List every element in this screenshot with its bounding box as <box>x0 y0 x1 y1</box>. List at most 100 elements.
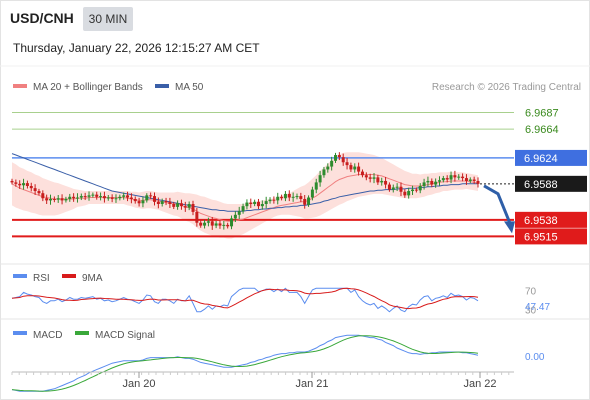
candle <box>79 196 83 198</box>
candle <box>10 180 14 183</box>
rsi-legend-label: RSI <box>33 273 50 284</box>
ma50-legend-label: MA 50 <box>175 82 204 93</box>
candle <box>391 187 395 190</box>
candle <box>145 195 149 201</box>
candle <box>210 221 214 226</box>
candle <box>99 196 103 198</box>
candle <box>45 198 49 201</box>
candle <box>299 196 303 199</box>
candle <box>187 204 191 208</box>
candle <box>237 211 241 215</box>
candle <box>399 186 403 192</box>
candle <box>141 200 145 204</box>
candle <box>403 191 407 196</box>
candle <box>195 211 199 223</box>
candle <box>68 196 72 199</box>
candle <box>64 198 68 201</box>
candle <box>407 191 411 196</box>
candle <box>360 171 364 176</box>
candle <box>91 194 95 196</box>
candle <box>353 166 357 170</box>
candle <box>114 198 118 200</box>
macd-legend-swatch <box>13 331 27 335</box>
candle <box>437 180 441 182</box>
candle <box>199 222 203 226</box>
candle <box>176 203 180 207</box>
candle <box>149 195 153 197</box>
candle <box>83 196 87 198</box>
macd-legend-label: MACD <box>33 330 62 341</box>
candle <box>461 176 465 179</box>
candle <box>411 189 415 192</box>
forecast-arrow-head <box>504 221 515 234</box>
rsi-current-label: 47.47 <box>525 302 550 313</box>
candle <box>249 202 253 204</box>
interval-button[interactable]: 30 MIN <box>83 7 133 31</box>
candle <box>380 180 384 183</box>
candle <box>449 175 453 180</box>
x-axis-label: Jan 21 <box>295 378 328 390</box>
ma50-legend-swatch <box>155 84 169 88</box>
candle <box>218 223 222 226</box>
candle <box>422 182 426 186</box>
candle <box>268 199 272 202</box>
x-axis: Jan 20 Jan 21 Jan 22 <box>11 371 514 390</box>
candle <box>376 177 380 183</box>
candle <box>95 194 99 197</box>
candle <box>457 176 461 178</box>
target-level-label: 6.9664 <box>525 124 559 136</box>
bollinger-band <box>12 152 478 239</box>
candle <box>172 204 176 207</box>
last-price-box <box>515 175 587 192</box>
candle <box>14 182 18 184</box>
candle <box>33 188 37 192</box>
credit-label: Research © 2026 Trading Central <box>432 82 581 93</box>
candle <box>434 181 438 185</box>
rsi-ma-legend-swatch <box>62 274 76 278</box>
candle <box>106 197 110 199</box>
candle <box>326 166 330 170</box>
candle <box>464 178 468 181</box>
candle <box>230 218 234 227</box>
candle <box>122 195 126 197</box>
candle <box>295 196 299 198</box>
candle <box>414 189 418 191</box>
level-label-box <box>515 211 587 228</box>
candle <box>179 203 183 207</box>
candle <box>168 201 172 204</box>
x-axis-label: Jan 22 <box>463 378 496 390</box>
macd-zero-label: 0.00 <box>525 352 545 363</box>
support-level-label: 6.9515 <box>524 231 558 243</box>
candle <box>160 201 164 204</box>
datetime-label: Thursday, January 22, 2026 12:15:27 AM C… <box>13 41 260 55</box>
support-level-label: 6.9538 <box>524 215 558 227</box>
candle <box>60 198 64 201</box>
candle <box>152 196 156 202</box>
candle <box>129 197 133 199</box>
candle <box>49 198 53 201</box>
candle <box>368 177 372 179</box>
candle <box>87 195 91 197</box>
forecast-arrow <box>483 184 512 224</box>
candle <box>52 198 56 200</box>
candle <box>18 183 22 186</box>
candle <box>118 196 122 199</box>
candle <box>357 166 361 172</box>
candle <box>453 175 457 178</box>
candle <box>291 196 295 198</box>
candle <box>37 191 41 194</box>
macd-line <box>11 334 479 392</box>
candle <box>214 223 218 226</box>
candle <box>283 193 287 199</box>
candle <box>349 165 353 170</box>
macd-plot: MACD MACD Signal 0.00 <box>11 330 545 392</box>
rsi-ma-legend-label: 9MA <box>82 273 103 284</box>
candle <box>387 184 391 190</box>
macd-signal-legend-swatch <box>75 331 89 335</box>
candle <box>126 195 130 198</box>
candle <box>75 197 79 199</box>
candle <box>241 206 245 212</box>
candle <box>206 221 210 223</box>
